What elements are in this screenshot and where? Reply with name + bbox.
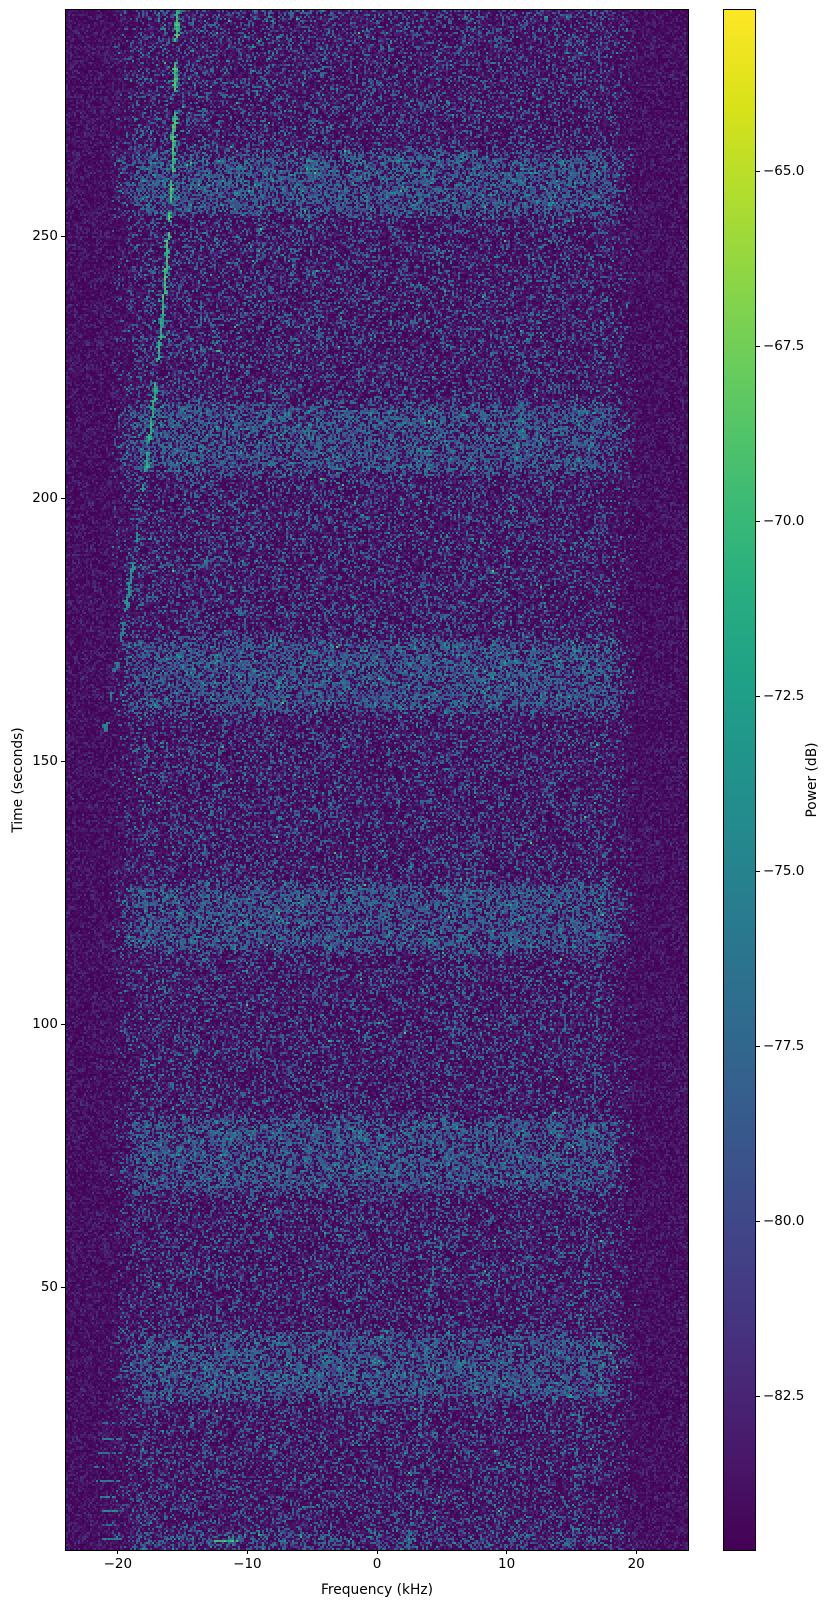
y-tick-mark [61, 235, 65, 237]
y-tick-mark [61, 761, 65, 763]
colorbar-tick-mark [756, 170, 760, 172]
colorbar-tick-mark [756, 870, 760, 872]
colorbar-tick-label: −75.0 [763, 862, 805, 879]
colorbar-tick-mark [756, 1395, 760, 1397]
y-tick-mark [61, 498, 65, 500]
colorbar-gradient [723, 9, 756, 1551]
spectrogram-heatmap [66, 10, 688, 1550]
y-tick-mark [61, 1286, 65, 1288]
y-tick-mark [61, 1023, 65, 1025]
colorbar-tick-mark [756, 345, 760, 347]
y-axis-label: Time (seconds) [10, 727, 26, 833]
y-tick-label: 150 [32, 753, 58, 770]
x-axis-label: Frequency (kHz) [320, 1582, 434, 1598]
x-tick-mark [117, 1550, 119, 1554]
x-tick-mark [635, 1550, 637, 1554]
x-tick-mark [506, 1550, 508, 1554]
colorbar-tick-mark [756, 695, 760, 697]
x-tick-label: 20 [627, 1556, 645, 1572]
colorbar-tick-mark [756, 520, 760, 522]
y-tick-label: 200 [32, 490, 58, 507]
x-tick-mark [376, 1550, 378, 1554]
colorbar-tick-label: −80.0 [763, 1212, 805, 1229]
colorbar-tick-mark [756, 1045, 760, 1047]
colorbar-tick-label: −72.5 [763, 687, 805, 704]
y-tick-label: 250 [32, 227, 58, 244]
colorbar-label: Power (dB) [804, 742, 820, 818]
colorbar-tick-label: −70.0 [763, 512, 805, 529]
x-tick-label: 0 [372, 1556, 382, 1572]
x-tick-mark [246, 1550, 248, 1554]
y-tick-label: 100 [32, 1015, 58, 1032]
colorbar-tick-label: −77.5 [763, 1037, 805, 1054]
colorbar-tick-label: −65.0 [763, 162, 805, 179]
y-tick-label: 50 [40, 1278, 58, 1295]
colorbar-tick-label: −82.5 [763, 1387, 805, 1404]
x-tick-label: −10 [233, 1556, 262, 1572]
colorbar-tick-label: −67.5 [763, 337, 805, 354]
x-tick-label: −20 [103, 1556, 133, 1572]
x-tick-label: 10 [497, 1556, 516, 1572]
colorbar-tick-mark [756, 1220, 760, 1222]
